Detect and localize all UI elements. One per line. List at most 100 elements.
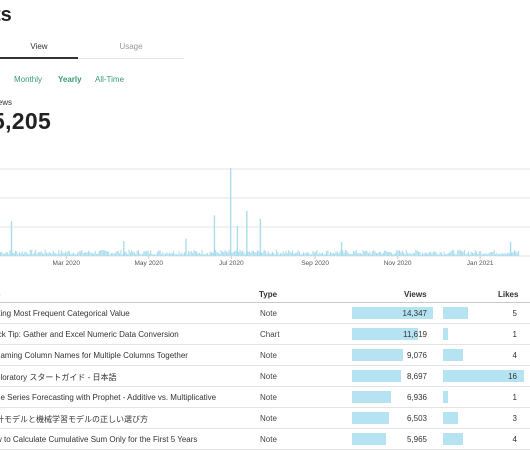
table-row[interactable]: ne Series Forecasting with Prophet - Add… [0, 387, 530, 408]
daily-bar [509, 253, 510, 256]
daily-bar [15, 251, 16, 256]
daily-bar [70, 254, 71, 256]
likes-bar [443, 349, 463, 361]
daily-bar [413, 253, 414, 256]
daily-bar [391, 253, 392, 256]
daily-bar [421, 254, 422, 256]
daily-bar [112, 253, 113, 256]
daily-bar [46, 252, 47, 256]
daily-bar [307, 252, 308, 256]
table-row[interactable]: 計モデルと機械学習モデルの正しい選び方 Note 6,503 3 [0, 408, 530, 429]
period-monthly[interactable]: Monthly [14, 75, 42, 84]
daily-bar [39, 252, 40, 256]
daily-bar [445, 254, 446, 256]
daily-bar [66, 253, 67, 256]
daily-bar [238, 252, 239, 256]
x-tick-label: Nov 2020 [384, 260, 412, 267]
daily-bar [248, 252, 249, 256]
daily-bar [92, 253, 93, 256]
row-likes: 4 [513, 435, 517, 444]
period-yearly[interactable]: Yearly [58, 75, 82, 84]
daily-bar [507, 253, 508, 256]
daily-bar [498, 254, 499, 256]
daily-bar [310, 254, 311, 256]
daily-bar [469, 254, 470, 256]
row-type: Chart [260, 330, 280, 339]
daily-bar [130, 252, 131, 256]
daily-bar [369, 252, 370, 256]
daily-bar [430, 252, 431, 256]
daily-bar [400, 252, 401, 256]
tab-usage[interactable]: Usage [78, 42, 184, 51]
row-title[interactable]: tting Most Frequent Categorical Value [0, 309, 246, 318]
daily-bar [384, 251, 385, 256]
daily-bar [143, 251, 144, 256]
row-type: Note [260, 414, 277, 423]
daily-bar [394, 254, 395, 256]
daily-bar [72, 254, 73, 256]
daily-bar [222, 251, 223, 256]
daily-bar [19, 252, 20, 256]
column-header-type[interactable]: Type [259, 290, 277, 299]
daily-bar [103, 250, 104, 256]
table-row[interactable]: naming Column Names for Multiple Columns… [0, 345, 530, 366]
row-title[interactable]: naming Column Names for Multiple Columns… [0, 351, 246, 360]
row-title[interactable]: 計モデルと機械学習モデルの正しい選び方 [0, 414, 246, 425]
daily-bar [385, 251, 386, 256]
views-bar [352, 391, 391, 403]
column-header-likes[interactable]: Likes [498, 290, 518, 299]
likes-bar [443, 412, 458, 424]
daily-bar [487, 254, 488, 256]
daily-bar [427, 253, 428, 256]
row-title[interactable]: ne Series Forecasting with Prophet - Add… [0, 393, 246, 402]
column-header-views[interactable]: Views [404, 290, 427, 299]
daily-bar [438, 255, 439, 256]
daily-bar [458, 250, 459, 256]
daily-bar [218, 253, 219, 256]
daily-bar [486, 253, 487, 256]
row-type: Note [260, 372, 277, 381]
row-title[interactable]: ick Tip: Gather and Excel Numeric Data C… [0, 330, 246, 339]
daily-bar [23, 254, 24, 256]
daily-bar [231, 253, 232, 256]
daily-bar [131, 250, 132, 256]
table-row[interactable]: w to Calculate Cumulative Sum Only for t… [0, 429, 530, 450]
daily-bar [14, 253, 15, 256]
daily-bar [423, 254, 424, 256]
daily-bar [480, 251, 481, 256]
daily-bar [377, 253, 378, 256]
daily-bar [101, 250, 102, 256]
table-row[interactable]: ploratory スタートガイド - 日本語 Note 8,697 16 [0, 366, 530, 387]
spike-bar [123, 241, 124, 256]
table-row[interactable]: tting Most Frequent Categorical Value No… [0, 303, 530, 324]
daily-bar [460, 250, 461, 256]
daily-bar [348, 253, 349, 256]
daily-bar [261, 253, 262, 256]
daily-bar [339, 252, 340, 256]
period-all-time[interactable]: All-Time [95, 75, 124, 84]
daily-bar [60, 253, 61, 256]
daily-bar [329, 254, 330, 256]
row-likes: 16 [508, 372, 517, 381]
table-row[interactable]: ick Tip: Gather and Excel Numeric Data C… [0, 324, 530, 345]
tab-view[interactable]: View [0, 42, 78, 51]
daily-bar [116, 251, 117, 256]
daily-bar [69, 251, 70, 256]
daily-bar [450, 251, 451, 256]
daily-bar [280, 253, 281, 256]
row-title[interactable]: w to Calculate Cumulative Sum Only for t… [0, 435, 246, 444]
daily-bar [434, 251, 435, 256]
daily-bar [95, 251, 96, 256]
daily-bar [312, 251, 313, 256]
daily-bar [233, 252, 234, 256]
daily-bar [440, 252, 441, 256]
daily-bar [316, 250, 317, 256]
daily-bar [483, 253, 484, 256]
daily-bar [157, 252, 158, 256]
daily-bar [319, 253, 320, 256]
row-title[interactable]: ploratory スタートガイド - 日本語 [0, 372, 246, 383]
daily-bar [189, 252, 190, 256]
daily-bar [114, 254, 115, 256]
daily-bar [342, 250, 343, 256]
metric-label: iews [0, 98, 12, 107]
